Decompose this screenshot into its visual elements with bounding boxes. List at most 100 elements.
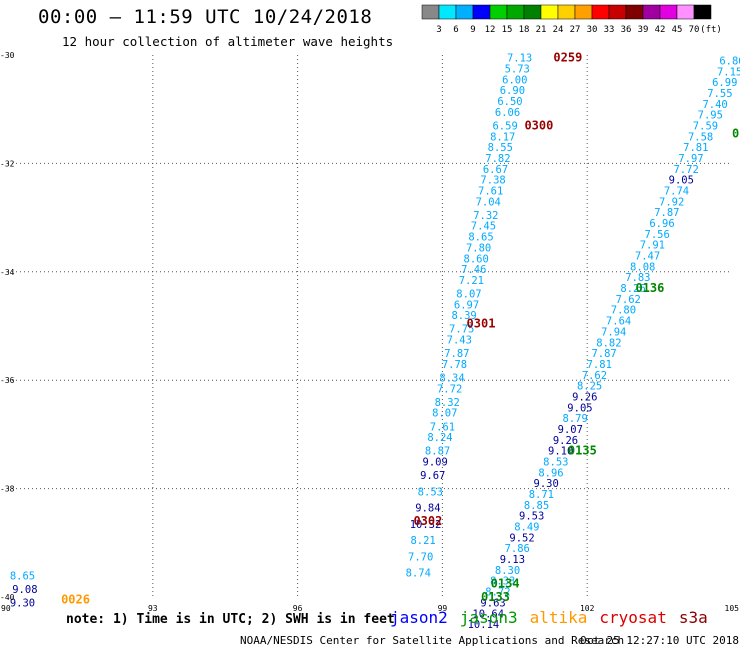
swh-value-label: 9.26 [572, 391, 597, 403]
swh-value-label: 10.14 [468, 619, 500, 631]
swh-value-label: 9.63 [480, 597, 505, 609]
swh-value-label: 6.90 [500, 85, 525, 97]
color-scale-label: 33 [604, 25, 615, 35]
swh-value-label: 8.21 [410, 535, 435, 547]
swh-value-label: 6.59 [492, 120, 517, 132]
swh-value-label: 7.46 [461, 264, 486, 276]
color-scale-label: 30 [587, 25, 598, 35]
swh-value-label: 7.82 [485, 153, 510, 165]
swh-value-label: 8.34 [439, 372, 464, 384]
color-scale-label: 18 [519, 25, 530, 35]
x-tick-label: 99 [438, 604, 448, 613]
swh-value-label: 8.72 [485, 587, 510, 599]
swh-value-label: 9.10 [548, 446, 573, 458]
swh-value-label: 7.80 [466, 242, 491, 254]
color-scale-swatch [676, 4, 695, 20]
color-scale-swatch [506, 4, 525, 20]
swh-value-label: 9.09 [423, 457, 448, 469]
swh-value-label: 7.81 [587, 359, 612, 371]
color-scale-swatch [455, 4, 474, 20]
satellite-legend-jason3: jason3 [459, 608, 518, 627]
swh-value-label: 8.17 [490, 131, 515, 143]
swh-value-label: 9.52 [509, 532, 534, 544]
swh-value-label: 7.43 [447, 335, 472, 347]
x-tick-label: 105 [725, 604, 740, 613]
swh-value-label: 8.07 [432, 408, 457, 420]
swh-value-label: 7.04 [476, 196, 501, 208]
pass-time-label: 0300 [524, 118, 553, 132]
pass-time-label: 0133 [481, 590, 510, 604]
swh-value-label: 7.61 [478, 186, 503, 198]
color-scale-label: 36 [621, 25, 632, 35]
pass-time-label: 0134 [491, 576, 520, 590]
swh-value-label: 6.67 [483, 164, 508, 176]
swh-value-label: 9.07 [558, 424, 583, 436]
swh-value-label: 8.60 [464, 253, 489, 265]
chart-marks: 7.135.736.006.906.506.066.598.178.557.82… [10, 51, 740, 631]
swh-value-label: 7.64 [606, 316, 631, 328]
y-tick-label: -32 [0, 159, 15, 168]
color-scale-swatch [523, 4, 542, 20]
pass-time-label: 0301 [467, 316, 496, 330]
swh-value-label: 7.87 [444, 348, 469, 360]
x-tick-label: 90 [1, 604, 11, 613]
generated-timestamp: Oct 25 12:27:10 UTC 2018 [580, 634, 739, 647]
color-scale-swatch [557, 4, 576, 20]
swh-value-label: 9.30 [10, 597, 35, 609]
color-scale-label: 3 [436, 25, 441, 35]
swh-value-label: 9.05 [669, 175, 694, 187]
swh-value-label: 7.91 [640, 240, 665, 252]
x-tick-label: 102 [580, 604, 595, 613]
color-scale-swatch [438, 4, 457, 20]
x-tick-label: 96 [293, 604, 303, 613]
swh-value-label: 7.95 [698, 110, 723, 122]
swh-value-label: 7.47 [635, 251, 660, 263]
swh-value-label: 8.85 [524, 500, 549, 512]
swh-value-label: 6.00 [502, 74, 527, 86]
color-scale-label: (ft) [700, 25, 722, 35]
swh-value-label: 7.83 [625, 272, 650, 284]
color-scale-legend: 3 6 9 12 15 18 21 24 27 30 33 36 39 42 45 70 (ft) [421, 4, 722, 35]
chart-grid [8, 55, 732, 597]
swh-value-label: 7.72 [673, 164, 698, 176]
swh-value-label: 6.50 [497, 96, 522, 108]
swh-value-label: 9.67 [420, 470, 445, 482]
swh-value-label: 5.73 [505, 64, 530, 76]
color-scale-label: 9 [470, 25, 475, 35]
color-scale-label: 42 [655, 25, 666, 35]
swh-value-label: 7.87 [591, 348, 616, 360]
swh-value-label: 8.79 [562, 413, 587, 425]
swh-value-label: 8.71 [529, 489, 554, 501]
swh-value-label: 8.30 [495, 565, 520, 577]
pass-time-label: 0302 [413, 514, 442, 528]
swh-value-label: 6.96 [649, 218, 674, 230]
swh-value-label: 7.55 [707, 88, 732, 100]
color-scale-label: 45 [672, 25, 683, 35]
swh-value-label: 7.61 [430, 421, 455, 433]
swh-value-label: 7.80 [611, 305, 636, 317]
swh-value-label: 9.30 [534, 478, 559, 490]
swh-value-label: 7.86 [505, 543, 530, 555]
swh-value-label: 7.45 [471, 221, 496, 233]
swh-value-label: 9.13 [500, 554, 525, 566]
swh-value-label: 7.59 [693, 120, 718, 132]
swh-value-label: 7.72 [437, 383, 462, 395]
swh-value-label: 7.92 [659, 196, 684, 208]
color-scale-label: 15 [502, 25, 513, 35]
color-scale-swatch [642, 4, 661, 20]
swh-value-label: 8.55 [488, 142, 513, 154]
swh-value-label: 8.32 [435, 397, 460, 409]
chart-title: 00:00 – 11:59 UTC 10/24/2018 [38, 6, 373, 28]
credit-line: NOAA/NESDIS Center for Satellite Applica… [240, 634, 625, 647]
swh-value-label: 10.64 [472, 608, 504, 620]
color-scale-swatch [591, 4, 610, 20]
swh-value-label: 8.82 [596, 337, 621, 349]
swh-value-label: 7.62 [616, 294, 641, 306]
color-scale-swatch [472, 4, 491, 20]
swh-value-label: 8.07 [456, 288, 481, 300]
swh-value-label: 9.53 [519, 511, 544, 523]
swh-value-label: 8.33 [490, 576, 515, 588]
swh-value-label: 7.40 [702, 99, 727, 111]
swh-value-label: 8.26 [620, 283, 645, 295]
color-scale-label: 39 [638, 25, 649, 35]
